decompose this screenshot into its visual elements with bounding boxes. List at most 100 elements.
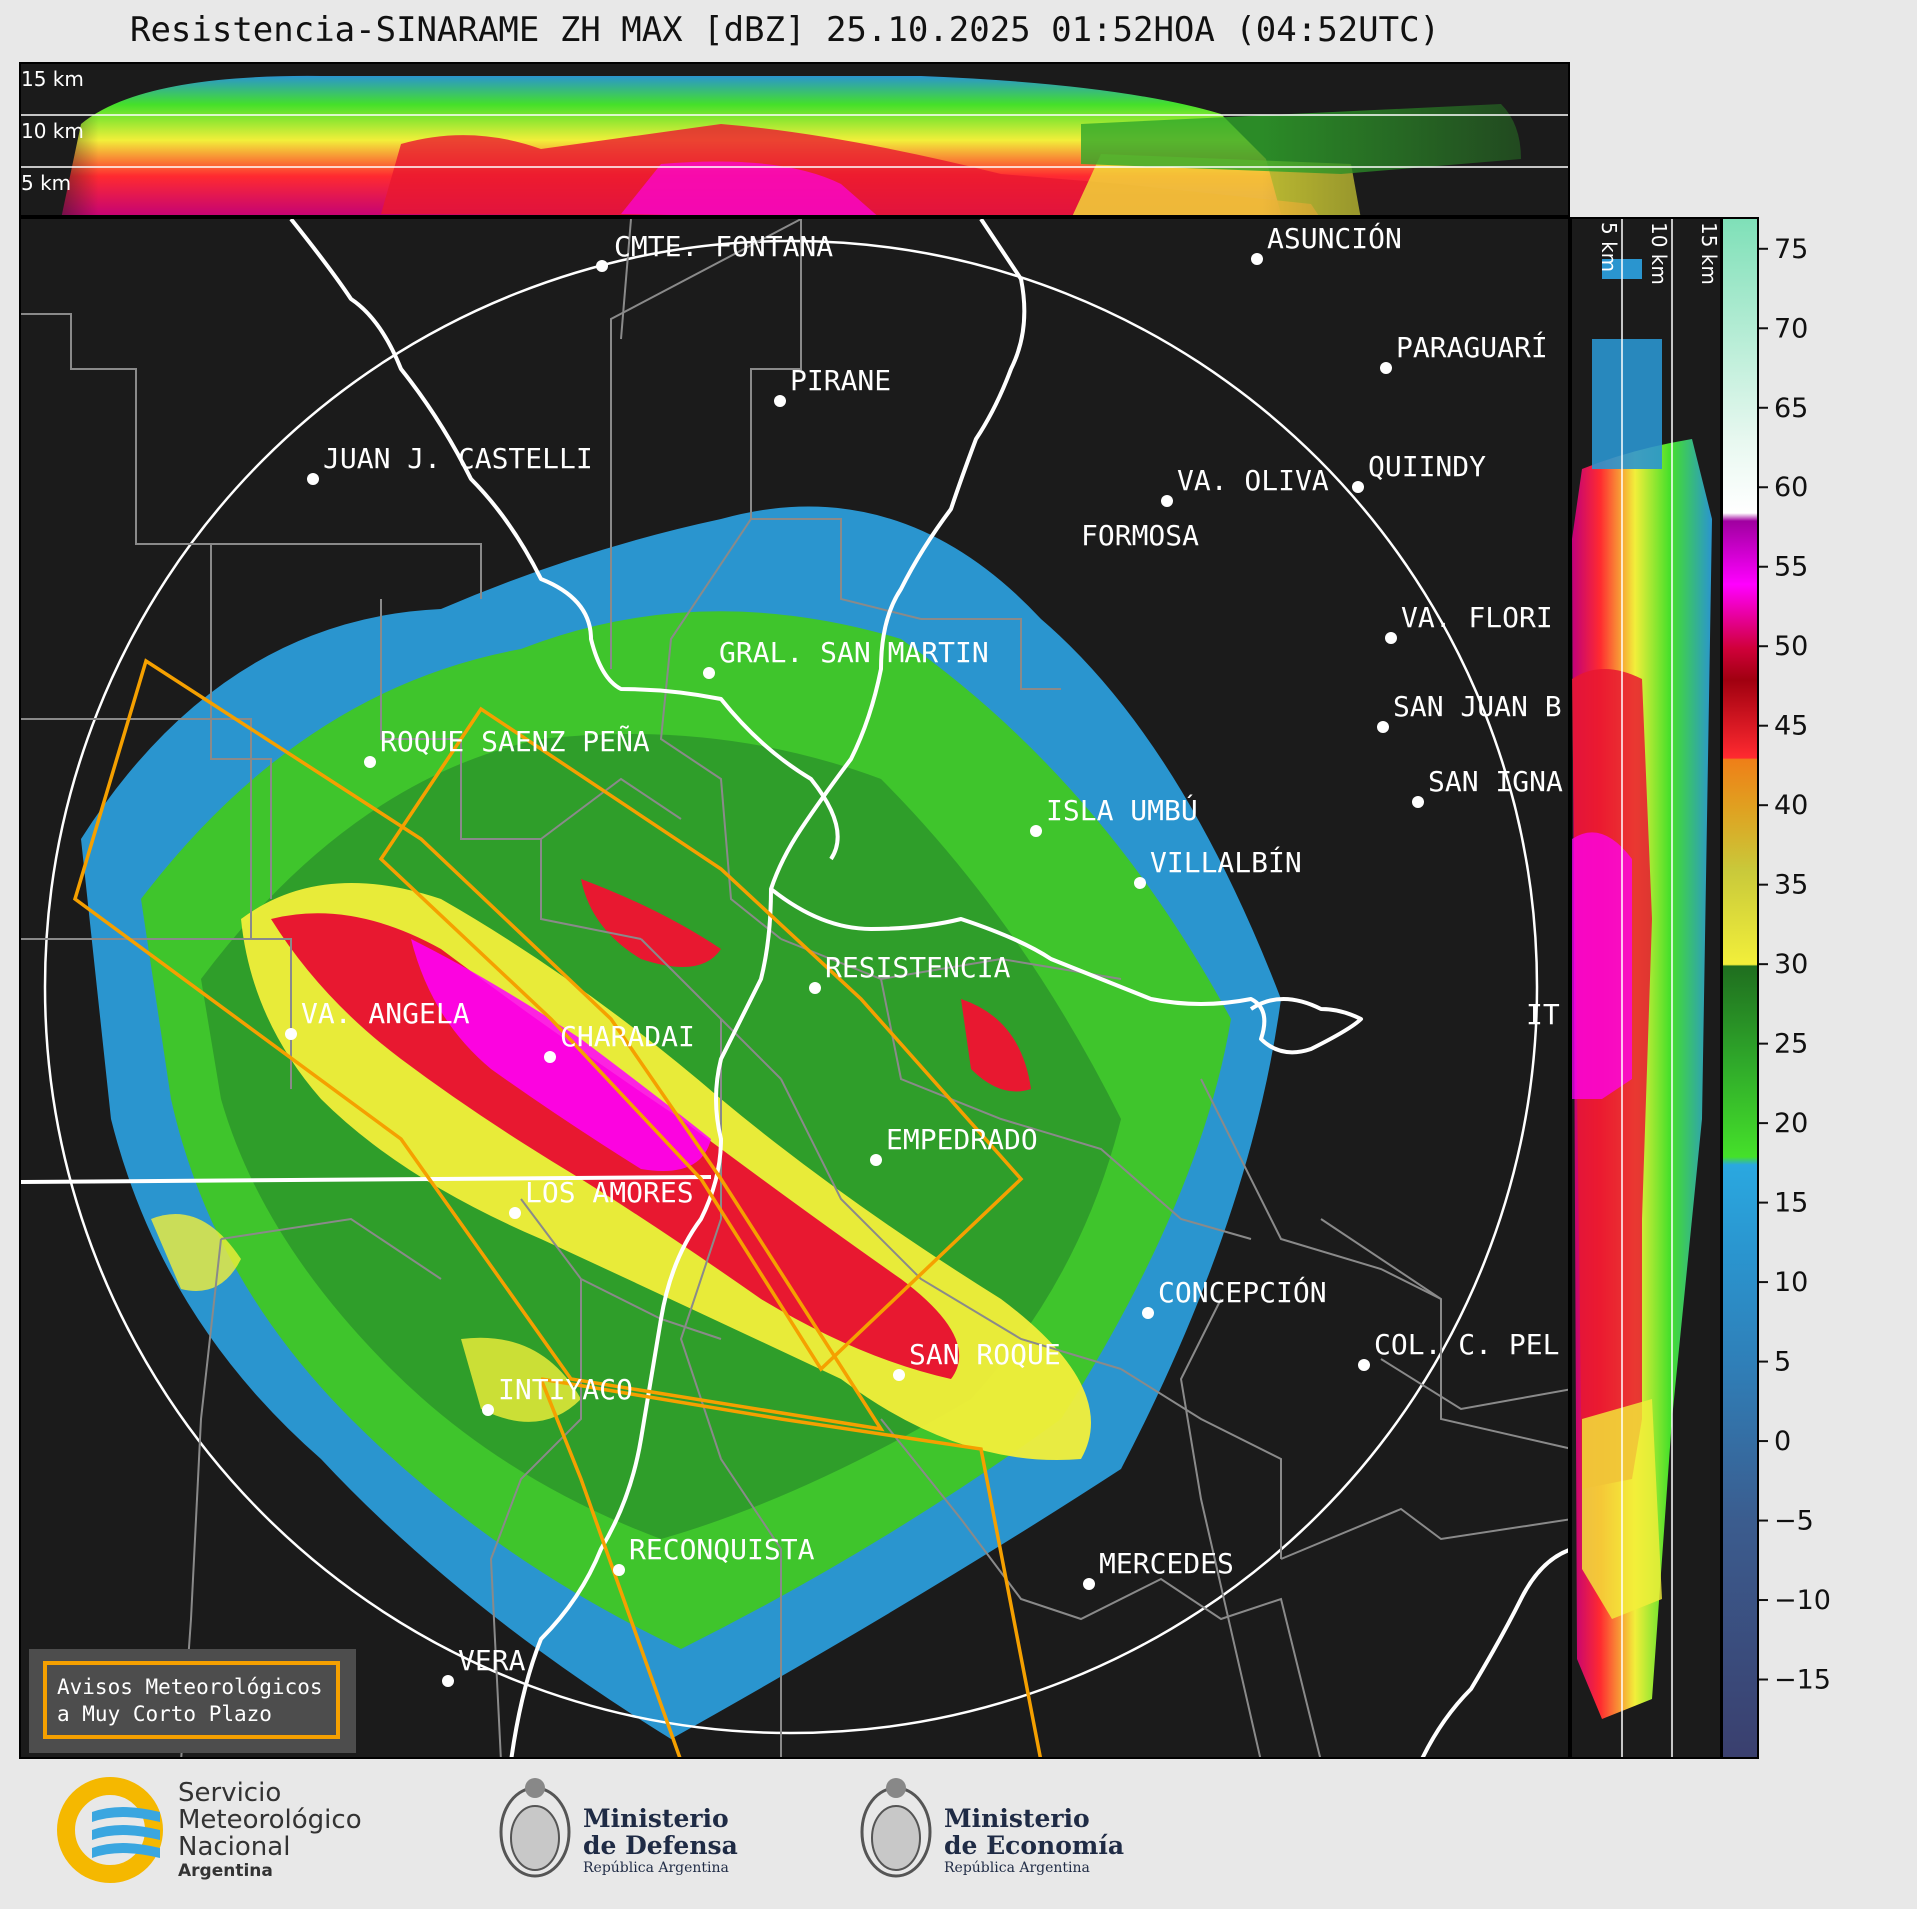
plot-title: Resistencia-SINARAME ZH MAX [dBZ] 25.10.… (129, 10, 1441, 50)
svg-text:PARAGUARÍ: PARAGUARÍ (1396, 330, 1548, 364)
city-resistencia: RESISTENCIA (809, 951, 1011, 994)
warning-polygons (72, 658, 1043, 1757)
city-roque-saenz-pena: ROQUE SAENZ PEÑA (364, 724, 650, 768)
svg-text:FORMOSA: FORMOSA (1081, 519, 1199, 552)
svg-text:SAN JUAN B: SAN JUAN B (1393, 690, 1562, 723)
rivers (21, 219, 1568, 1757)
colorbar-tick-label: 50 (1774, 631, 1808, 662)
defensa-line3: República Argentina (583, 1860, 729, 1876)
svg-text:QUIINDY: QUIINDY (1368, 450, 1486, 483)
city-cmte-fontana: CMTE. FONTANA (596, 230, 833, 272)
city-va-flori: VA. FLORI (1385, 601, 1553, 644)
right-height-15km: 15 km (1697, 222, 1721, 285)
footer-logos: Servicio Meteorológico Nacional Argentin… (0, 1760, 1917, 1909)
svg-text:CHARADAI: CHARADAI (560, 1020, 695, 1053)
smn-logo-icon (57, 1777, 163, 1883)
colorbar-tick-label: 55 (1774, 552, 1808, 583)
city-juan-j-castelli: JUAN J. CASTELLI (307, 442, 593, 485)
svg-text:SAN IGNA: SAN IGNA (1428, 765, 1563, 798)
smn-line4: Argentina (178, 1861, 273, 1881)
economia-line2: de Economía (944, 1831, 1125, 1860)
right-cross-section: 5 km 10 km 15 km (1570, 217, 1722, 1759)
city-charadai: CHARADAI (544, 1020, 695, 1063)
top-cross-section: 15 km 10 km 5 km (19, 62, 1570, 217)
svg-text:GRAL. SAN MARTIN: GRAL. SAN MARTIN (719, 636, 989, 669)
svg-text:MERCEDES: MERCEDES (1099, 1547, 1234, 1580)
colorbar-tick-label: 0 (1774, 1426, 1791, 1457)
smn-line2: Meteorológico (178, 1805, 362, 1835)
smn-line1: Servicio (178, 1778, 282, 1808)
city-it: IT (1526, 998, 1560, 1031)
range-ring (43, 239, 1539, 1735)
svg-text:SAN ROQUE: SAN ROQUE (909, 1338, 1061, 1371)
svg-text:CONCEPCIÓN: CONCEPCIÓN (1158, 1275, 1327, 1309)
svg-text:VA. ANGELA: VA. ANGELA (301, 997, 470, 1030)
warning-legend-line1: Avisos Meteorológicos (57, 1675, 323, 1699)
svg-text:PIRANE: PIRANE (790, 364, 891, 397)
svg-text:LOS AMORES: LOS AMORES (525, 1176, 694, 1209)
top-height-10km: 10 km (21, 119, 84, 143)
colorbar-tick-label: 45 (1774, 711, 1808, 742)
city-san-juan-b: SAN JUAN B (1377, 690, 1562, 733)
colorbar-tick-label: 75 (1774, 234, 1808, 265)
city-los-amores: LOS AMORES (509, 1176, 694, 1219)
economia-line1: Ministerio (944, 1804, 1090, 1833)
warning-legend-box: Avisos Meteorológicos a Muy Corto Plazo (29, 1649, 356, 1753)
svg-text:CMTE. FONTANA: CMTE. FONTANA (614, 230, 833, 263)
colorbar-tick-label: 40 (1774, 790, 1808, 821)
svg-text:EMPEDRADO: EMPEDRADO (886, 1123, 1038, 1156)
right-height-10km: 10 km (1647, 222, 1671, 285)
city-va-oliva: VA. OLIVA (1161, 464, 1329, 507)
warning-polygon-1 (72, 658, 885, 1432)
warning-legend-line2: a Muy Corto Plazo (57, 1702, 272, 1726)
political-borders (21, 219, 1568, 1757)
city-paraguari: PARAGUARÍ (1380, 330, 1548, 374)
economia-line3: República Argentina (944, 1860, 1090, 1876)
city-concepcion: CONCEPCIÓN (1142, 1275, 1327, 1319)
svg-text:VERA: VERA (458, 1644, 526, 1677)
svg-text:ASUNCIÓN: ASUNCIÓN (1267, 221, 1402, 255)
colorbar (1721, 217, 1759, 1759)
city-isla-umbu: ISLA UMBÚ (1030, 793, 1198, 837)
colorbar-tick-label: −15 (1774, 1665, 1831, 1696)
city-reconquista: RECONQUISTA (613, 1533, 815, 1576)
colorbar-tick-label: −5 (1774, 1506, 1814, 1537)
city-intiyaco: INTIYACO (482, 1373, 633, 1416)
svg-text:ISLA UMBÚ: ISLA UMBÚ (1046, 793, 1198, 827)
city-pirane: PIRANE (774, 364, 891, 407)
svg-text:ROQUE SAENZ PEÑA: ROQUE SAENZ PEÑA (380, 724, 650, 758)
radar-map: CMTE. FONTANA ASUNCIÓN PARAGUARÍ PIRANE … (19, 217, 1570, 1759)
colorbar-tick-label: 60 (1774, 472, 1808, 503)
right-height-5km: 5 km (1597, 222, 1621, 272)
city-empedrado: EMPEDRADO (870, 1123, 1038, 1166)
smn-line3: Nacional (178, 1832, 291, 1862)
colorbar-tick-label: 10 (1774, 1267, 1808, 1298)
city-san-roque: SAN ROQUE (893, 1338, 1061, 1381)
top-height-5km: 5 km (21, 171, 71, 195)
economia-coat-of-arms-icon (860, 1778, 932, 1878)
svg-text:VA. OLIVA: VA. OLIVA (1177, 464, 1329, 497)
colorbar-tick-label: −10 (1774, 1585, 1831, 1616)
colorbar-tick-label: 25 (1774, 1029, 1808, 1060)
city-col-c-pel: COL. C. PEL (1358, 1328, 1559, 1371)
warning-polygon-4 (539, 1378, 682, 1757)
top-height-15km: 15 km (21, 67, 84, 91)
colorbar-tick-label: 5 (1774, 1347, 1791, 1378)
defensa-line1: Ministerio (583, 1804, 729, 1833)
city-quiindy: QUIINDY (1352, 450, 1486, 493)
city-san-igna: SAN IGNA (1412, 765, 1563, 808)
city-formosa: FORMOSA (1081, 519, 1199, 552)
svg-text:VA. FLORI: VA. FLORI (1401, 601, 1553, 634)
defensa-coat-of-arms-icon (499, 1778, 571, 1878)
svg-text:RESISTENCIA: RESISTENCIA (825, 951, 1011, 984)
city-vera: VERA (442, 1644, 526, 1687)
svg-text:COL. C. PEL: COL. C. PEL (1374, 1328, 1559, 1361)
colorbar-tick-label: 30 (1774, 949, 1808, 980)
colorbar-tick-label: 35 (1774, 870, 1808, 901)
city-villalbin: VILLALBÍN (1134, 845, 1302, 889)
city-mercedes: MERCEDES (1083, 1547, 1234, 1590)
svg-text:VILLALBÍN: VILLALBÍN (1150, 845, 1302, 879)
colorbar-tick-label: 15 (1774, 1188, 1808, 1219)
warning-polygon-3 (540, 1377, 1043, 1757)
svg-text:JUAN J. CASTELLI: JUAN J. CASTELLI (323, 442, 593, 475)
